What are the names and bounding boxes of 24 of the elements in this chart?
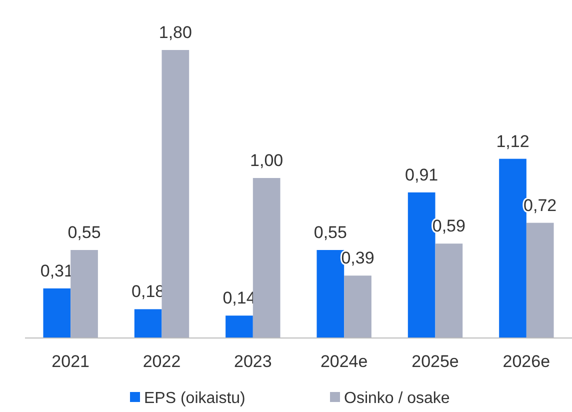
x-tick-label: 2024e — [320, 352, 368, 371]
bar — [43, 288, 71, 338]
x-tick-label: 2023 — [234, 352, 272, 371]
bar — [134, 309, 162, 338]
bar — [70, 250, 98, 338]
x-tick-label: 2021 — [52, 352, 90, 371]
x-tick-label: 2022 — [142, 352, 181, 371]
legend-label: EPS (oikaistu) — [144, 390, 246, 407]
legend-label: Osinko / osake — [344, 390, 450, 407]
x-tick-label: 2026e — [502, 352, 550, 371]
bar — [526, 222, 554, 338]
x-tick-label: 2025e — [412, 352, 459, 371]
bar — [344, 276, 372, 338]
data-label: 1,00 — [250, 151, 284, 170]
bar — [226, 316, 253, 338]
data-label: 1,12 — [496, 132, 530, 151]
bar — [162, 50, 190, 338]
data-label: 0,55 — [68, 223, 101, 242]
data-label: 0,31 — [40, 261, 74, 280]
data-label: 1,80 — [158, 23, 192, 42]
data-label: 0,55 — [314, 223, 347, 242]
bar — [252, 178, 280, 338]
data-label: 0,91 — [405, 165, 438, 184]
bar — [435, 244, 463, 338]
